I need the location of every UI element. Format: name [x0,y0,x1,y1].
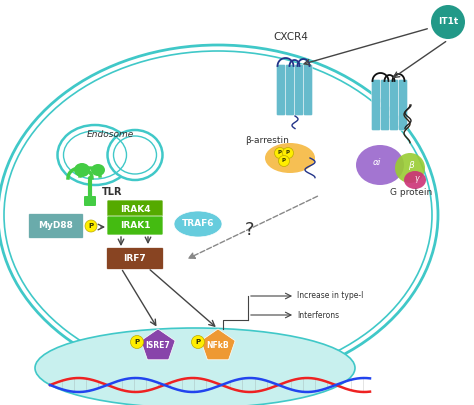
Ellipse shape [404,171,426,189]
Text: αi: αi [373,158,382,167]
Circle shape [85,220,97,232]
FancyBboxPatch shape [372,79,381,130]
Circle shape [431,5,465,39]
Text: β-arrestin: β-arrestin [245,136,289,145]
FancyBboxPatch shape [276,64,285,115]
Text: IRAK1: IRAK1 [120,221,150,230]
Text: β: β [408,161,414,170]
FancyBboxPatch shape [399,79,408,130]
Circle shape [283,147,293,158]
Polygon shape [201,329,235,360]
FancyBboxPatch shape [285,64,294,115]
Ellipse shape [35,328,355,405]
Ellipse shape [91,164,105,176]
Ellipse shape [174,211,222,237]
Text: Endosome: Endosome [87,130,134,139]
Text: γ: γ [414,174,419,183]
FancyBboxPatch shape [303,64,312,115]
Ellipse shape [265,143,315,173]
Text: P: P [135,339,139,345]
FancyBboxPatch shape [107,200,163,219]
Ellipse shape [356,145,404,185]
FancyBboxPatch shape [84,196,96,206]
FancyBboxPatch shape [390,79,399,130]
Text: P: P [286,151,290,156]
Circle shape [279,156,290,166]
Circle shape [191,335,204,348]
FancyBboxPatch shape [294,64,303,115]
Ellipse shape [74,163,90,177]
Text: MyD88: MyD88 [38,222,73,230]
Text: NFkB: NFkB [207,341,229,350]
Ellipse shape [57,125,133,185]
FancyBboxPatch shape [107,247,164,269]
Circle shape [274,147,285,158]
Ellipse shape [395,153,425,183]
Text: TRAF6: TRAF6 [182,220,214,228]
Text: P: P [89,223,93,229]
FancyBboxPatch shape [381,79,390,130]
Text: CXCR4: CXCR4 [273,32,308,42]
Text: Increase in type-I: Increase in type-I [297,292,364,301]
Text: ISRE7: ISRE7 [146,341,170,350]
FancyBboxPatch shape [28,213,83,239]
Ellipse shape [108,130,163,180]
FancyBboxPatch shape [107,216,163,235]
Text: P: P [195,339,201,345]
Circle shape [130,335,144,348]
Text: IRAK4: IRAK4 [120,205,150,214]
Text: IRF7: IRF7 [124,254,146,263]
Text: TLR: TLR [102,187,122,197]
Text: Interferons: Interferons [297,311,339,320]
Text: P: P [282,158,286,164]
Text: G protein: G protein [390,188,432,197]
Text: IT1t: IT1t [438,17,458,26]
Text: P: P [278,151,282,156]
Polygon shape [141,329,175,360]
Text: ?: ? [245,221,255,239]
